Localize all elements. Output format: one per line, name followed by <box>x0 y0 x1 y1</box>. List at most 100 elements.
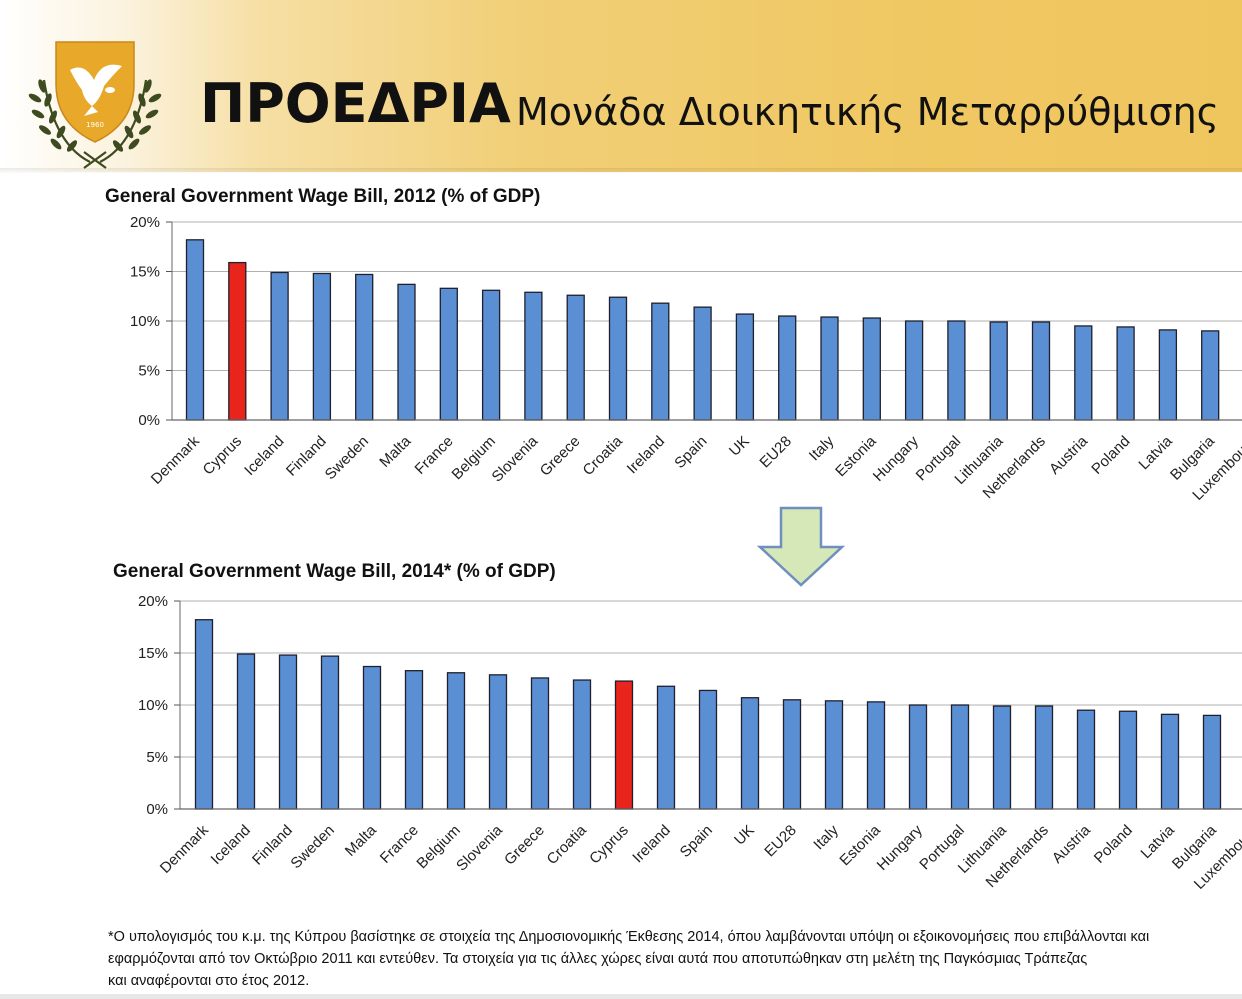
bar-ireland <box>656 685 676 810</box>
y-tick-label: 5% <box>146 749 168 766</box>
x-tick-label: Iceland <box>241 433 287 479</box>
x-tick-label: Italy <box>806 432 838 464</box>
x-tick-label: Spain <box>677 822 716 861</box>
x-tick-label: UK <box>731 822 758 849</box>
x-tick-label: Greece <box>537 433 584 480</box>
bar-netherlands <box>1034 705 1054 810</box>
footnote-line-2: εφαρμόζονται από τον Οκτώβριο 2011 και ε… <box>108 951 1088 967</box>
y-tick-label: 10% <box>130 313 160 330</box>
x-tick-label: Greece <box>501 822 548 869</box>
y-tick-label: 10% <box>138 697 168 714</box>
y-tick-label: 5% <box>138 363 160 380</box>
y-tick-label: 15% <box>130 264 160 281</box>
bar-poland <box>1118 710 1138 810</box>
x-tick-label: Sweden <box>287 822 337 872</box>
footnote: *Ο υπολογισμός του κ.μ. της Κύπρου βασίσ… <box>108 926 1242 992</box>
y-tick-label: 20% <box>130 214 160 231</box>
olive-branches-icon <box>28 79 162 169</box>
bar-france <box>439 287 458 421</box>
bar-uk <box>735 313 755 421</box>
bar-spain <box>693 306 712 421</box>
bar-italy <box>820 316 839 421</box>
bar-austria <box>1076 709 1096 810</box>
bar-greece <box>566 294 585 421</box>
x-tick-label: Malta <box>342 821 380 859</box>
footnote-line-1: *Ο υπολογισμός του κ.μ. της Κύπρου βασίσ… <box>108 929 1150 945</box>
y-tick-label: 0% <box>146 801 168 818</box>
bar-belgium <box>446 672 466 810</box>
bar-france <box>404 670 424 810</box>
x-tick-label: Ireland <box>624 433 668 477</box>
bar-bulgaria <box>1201 330 1220 421</box>
bar-iceland <box>270 271 289 421</box>
bar-cyprus <box>228 261 247 421</box>
x-tick-label: Iceland <box>208 822 254 868</box>
bar-slovenia <box>488 674 508 810</box>
x-tick-label: EU28 <box>761 822 800 861</box>
header-banner: 1960 ΠΡΟΕΔΡΙΑ Μονάδα Διοικητικής Μεταρρύ… <box>0 0 1242 174</box>
y-tick-label: 0% <box>138 412 160 429</box>
x-tick-label: Denmark <box>148 432 203 487</box>
x-tick-label: Croatia <box>544 821 591 868</box>
logo-year: 1960 <box>86 121 104 129</box>
bar-eu28 <box>782 699 802 810</box>
x-tick-label: Austria <box>1049 821 1094 866</box>
bar-sweden <box>320 655 340 810</box>
x-tick-label: Hungary <box>870 432 922 484</box>
y-tick-label: 20% <box>138 593 168 610</box>
x-tick-label: EU28 <box>756 433 795 472</box>
bar-iceland <box>236 653 256 810</box>
chart-2012-title: General Government Wage Bill, 2012 (% of… <box>105 186 541 207</box>
bar-spain <box>698 689 718 810</box>
bar-malta <box>397 283 416 421</box>
x-tick-label: Cyprus <box>586 822 632 868</box>
bar-hungary <box>908 704 928 810</box>
bar-finland <box>278 654 298 810</box>
x-tick-label: Latvia <box>1135 432 1176 473</box>
down-arrow-icon <box>756 506 846 587</box>
x-tick-label: UK <box>726 433 753 460</box>
bar-slovenia <box>524 291 543 421</box>
bar-ireland <box>651 302 670 421</box>
x-tick-label: Cyprus <box>200 433 246 479</box>
x-tick-label: Slovenia <box>453 821 506 874</box>
bottom-divider <box>0 994 1242 999</box>
bar-hungary <box>904 320 924 421</box>
x-tick-label: Poland <box>1091 822 1136 867</box>
header-shadow <box>0 168 1242 174</box>
bar-bulgaria <box>1202 714 1222 810</box>
bar-latvia <box>1158 329 1178 421</box>
bar-belgium <box>481 289 501 421</box>
bar-finland <box>312 272 332 421</box>
bar-portugal <box>950 704 970 810</box>
x-tick-label: Latvia <box>1138 821 1179 862</box>
chart-2014: 0%5%10%15%20%DenmarkIcelandFinlandSweden… <box>138 593 1242 893</box>
bar-latvia <box>1160 713 1180 810</box>
bar-portugal <box>947 320 966 421</box>
bar-denmark <box>194 619 214 810</box>
x-tick-label: Ireland <box>629 822 673 866</box>
bar-netherlands <box>1031 321 1051 421</box>
bar-austria <box>1074 325 1093 421</box>
x-tick-label: Slovenia <box>489 432 542 485</box>
bar-cyprus <box>614 680 634 810</box>
x-tick-label: Denmark <box>157 821 212 876</box>
chart-2014-title: General Government Wage Bill, 2014* (% o… <box>113 561 556 582</box>
footnote-line-3: και αναφέρονται στο έτος 2012. <box>108 973 310 989</box>
bar-estonia <box>862 317 881 421</box>
chart-2012: 0%5%10%15%20%DenmarkCyprusIcelandFinland… <box>130 214 1242 504</box>
bar-uk <box>740 697 760 810</box>
x-tick-label: Spain <box>671 433 710 472</box>
bar-lithuania <box>992 705 1012 810</box>
x-tick-label: Poland <box>1088 433 1133 478</box>
bar-greece <box>530 677 550 810</box>
bar-eu28 <box>778 315 797 421</box>
y-tick-label: 15% <box>138 645 168 662</box>
x-tick-label: Sweden <box>322 433 372 483</box>
bar-malta <box>362 665 382 810</box>
bar-lithuania <box>989 321 1008 421</box>
page-subtitle: Μονάδα Διοικητικής Μεταρρύθμισης <box>516 90 1219 134</box>
x-tick-label: Hungary <box>874 821 926 873</box>
bar-croatia <box>608 296 628 421</box>
bar-sweden <box>355 273 374 421</box>
